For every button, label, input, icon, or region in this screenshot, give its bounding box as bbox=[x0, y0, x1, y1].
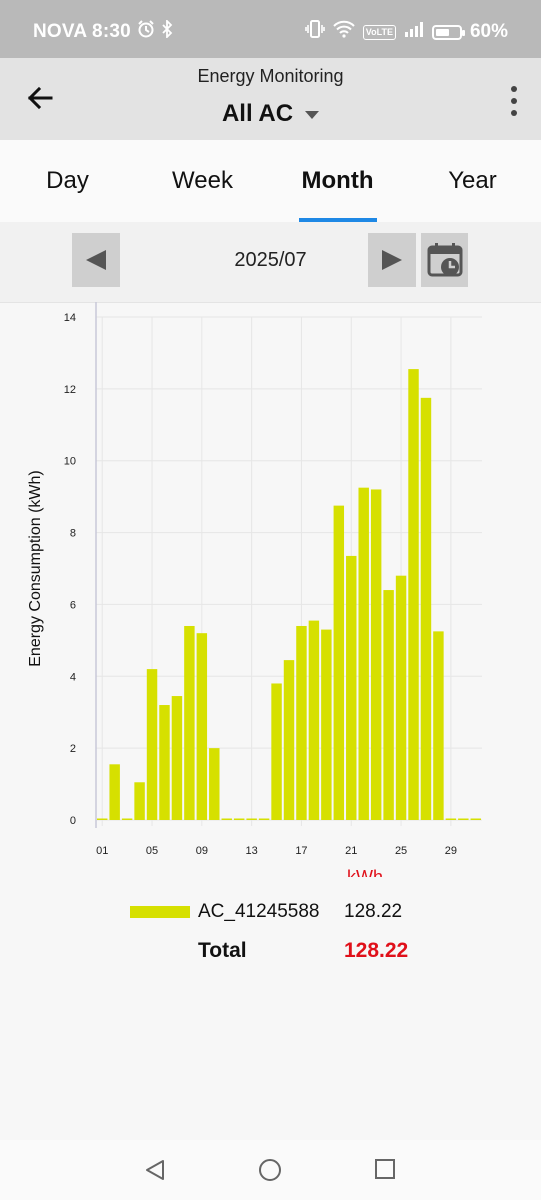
period-tabs: Day Week Month Year bbox=[0, 140, 541, 223]
chart-bar bbox=[283, 660, 295, 820]
chart-bar bbox=[146, 669, 158, 820]
x-tick-label: 21 bbox=[345, 845, 357, 857]
chart-bar bbox=[233, 818, 245, 820]
recents-nav-icon[interactable] bbox=[374, 1158, 396, 1185]
chart-bar bbox=[433, 631, 444, 820]
x-tick-label: 29 bbox=[445, 845, 457, 857]
battery-level-fill bbox=[435, 28, 450, 36]
chart-bar bbox=[358, 487, 369, 820]
chart-bar bbox=[445, 818, 457, 820]
caret-down-icon bbox=[305, 111, 320, 119]
previous-period-button[interactable] bbox=[72, 233, 120, 287]
overflow-menu-icon[interactable] bbox=[507, 86, 521, 116]
tab-week[interactable]: Week bbox=[172, 167, 233, 194]
status-bar: NOVA 8:30 VoLTE 60% bbox=[0, 0, 541, 58]
status-left: NOVA 8:30 bbox=[33, 18, 173, 44]
volte-badge: VoLTE bbox=[362, 24, 396, 40]
chart-bar bbox=[395, 575, 407, 820]
tab-year[interactable]: Year bbox=[448, 167, 497, 194]
y-tick-label: 14 bbox=[64, 312, 76, 324]
calendar-clock-icon bbox=[427, 243, 462, 277]
battery-percent: 60% bbox=[469, 21, 508, 42]
legend-series-name: AC_41245588 bbox=[198, 901, 320, 922]
chart-bar bbox=[296, 625, 307, 820]
back-nav-icon[interactable] bbox=[143, 1158, 167, 1187]
chart-bar bbox=[196, 633, 208, 820]
next-period-button[interactable] bbox=[368, 233, 416, 287]
wifi-icon bbox=[333, 20, 355, 44]
chart-bar bbox=[470, 818, 481, 820]
chart-bar bbox=[321, 629, 332, 820]
signal-icon bbox=[404, 21, 424, 43]
y-tick-label: 0 bbox=[70, 815, 76, 827]
y-tick-label: 12 bbox=[64, 384, 76, 396]
y-tick-label: 2 bbox=[70, 743, 76, 755]
x-tick-label: 17 bbox=[295, 845, 307, 857]
triangle-right-icon bbox=[382, 250, 402, 270]
bluetooth-icon bbox=[161, 18, 173, 44]
chart-bar bbox=[370, 489, 382, 820]
tab-month[interactable]: Month bbox=[301, 167, 374, 194]
chart-bar bbox=[134, 782, 145, 820]
chart-bar bbox=[271, 683, 282, 820]
chart-legend: AC_41245588 128.22 Total 128.22 bbox=[0, 897, 541, 977]
chart-bar bbox=[308, 620, 320, 820]
y-tick-label: 10 bbox=[64, 456, 76, 468]
carrier-time: NOVA 8:30 bbox=[33, 21, 131, 42]
chart-bar bbox=[209, 748, 220, 820]
energy-bar-chart: 0 2 4 6 8 10 12 14 01 05 09 13 17 21 25 29 Energy Consum… bbox=[27, 302, 482, 887]
x-tick-label: 13 bbox=[246, 845, 258, 857]
unit-label: kWh bbox=[347, 867, 383, 877]
system-nav-bar bbox=[0, 1140, 541, 1200]
legend-series-value: 128.22 bbox=[344, 901, 403, 922]
y-tick-label: 6 bbox=[70, 599, 76, 611]
date-navigator: 2025/07 bbox=[0, 222, 541, 303]
active-tab-indicator bbox=[299, 218, 377, 223]
chart-bar bbox=[109, 764, 120, 820]
chart-bar bbox=[171, 696, 183, 820]
tab-day[interactable]: Day bbox=[46, 167, 89, 194]
device-selector-label: All AC bbox=[221, 100, 294, 127]
home-nav-icon[interactable] bbox=[258, 1158, 282, 1187]
y-tick-label: 4 bbox=[70, 671, 76, 683]
total-value: 128.22 bbox=[344, 939, 409, 962]
status-right: VoLTE 60% bbox=[304, 20, 508, 44]
back-arrow-icon[interactable] bbox=[24, 82, 56, 114]
x-tick-label: 09 bbox=[196, 845, 208, 857]
chart-bar bbox=[333, 505, 345, 820]
chart-bar bbox=[458, 818, 469, 820]
chart-bar bbox=[420, 397, 432, 820]
total-label: Total bbox=[198, 939, 247, 962]
x-tick-label: 01 bbox=[96, 845, 108, 857]
battery-icon bbox=[431, 24, 465, 40]
y-axis-label: Energy Consumption (kWh) bbox=[27, 470, 44, 667]
chart-bar bbox=[121, 818, 133, 820]
chart-bar bbox=[258, 818, 270, 820]
chart-bar bbox=[346, 555, 357, 820]
triangle-left-icon bbox=[86, 250, 106, 270]
legend-swatch bbox=[130, 906, 190, 918]
current-date-label: 2025/07 bbox=[234, 249, 307, 271]
y-tick-label: 8 bbox=[70, 528, 76, 540]
x-tick-label: 25 bbox=[395, 845, 407, 857]
x-tick-label: 05 bbox=[146, 845, 158, 857]
app-bar: Energy Monitoring All AC bbox=[0, 58, 541, 140]
chart-bar bbox=[221, 818, 232, 820]
energy-chart: 0 2 4 6 8 10 12 14 01 05 09 13 17 21 25 29 Energy Consum… bbox=[0, 302, 541, 887]
page-title: Energy Monitoring bbox=[197, 66, 344, 86]
chart-bar bbox=[383, 590, 394, 820]
chart-bar bbox=[408, 369, 419, 820]
device-selector-dropdown[interactable]: All AC bbox=[0, 100, 541, 128]
alarm-icon bbox=[137, 20, 155, 44]
chart-bar bbox=[97, 818, 108, 820]
chart-bar bbox=[159, 705, 170, 820]
calendar-button[interactable] bbox=[421, 233, 468, 287]
chart-bar bbox=[246, 818, 257, 820]
vibrate-icon bbox=[304, 20, 325, 44]
chart-bar bbox=[184, 625, 195, 820]
